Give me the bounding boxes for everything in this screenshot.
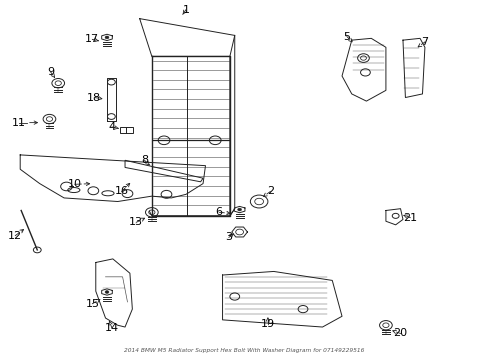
Text: 8: 8 bbox=[141, 155, 148, 165]
Text: 15: 15 bbox=[85, 299, 99, 309]
Text: 2: 2 bbox=[266, 186, 273, 197]
Text: 6: 6 bbox=[215, 207, 222, 217]
Text: 5: 5 bbox=[343, 32, 350, 41]
Circle shape bbox=[105, 36, 109, 39]
Text: 11: 11 bbox=[12, 118, 26, 128]
Text: 18: 18 bbox=[87, 93, 101, 103]
Text: 10: 10 bbox=[68, 179, 81, 189]
Circle shape bbox=[237, 208, 241, 211]
Text: 9: 9 bbox=[47, 67, 54, 77]
Text: 13: 13 bbox=[129, 217, 143, 227]
Text: 12: 12 bbox=[8, 231, 22, 240]
Circle shape bbox=[105, 291, 109, 293]
Text: 3: 3 bbox=[225, 232, 232, 242]
Text: 1: 1 bbox=[182, 5, 189, 15]
Text: 16: 16 bbox=[114, 186, 128, 197]
Text: 4: 4 bbox=[108, 122, 115, 132]
Text: 19: 19 bbox=[260, 319, 274, 329]
Text: 17: 17 bbox=[85, 35, 99, 44]
Text: 21: 21 bbox=[403, 213, 416, 222]
Text: 20: 20 bbox=[393, 328, 407, 338]
Text: 14: 14 bbox=[104, 323, 119, 333]
Bar bbox=[120, 127, 132, 133]
Text: 7: 7 bbox=[421, 37, 427, 47]
Text: 2014 BMW M5 Radiator Support Hex Bolt With Washer Diagram for 07149229516: 2014 BMW M5 Radiator Support Hex Bolt Wi… bbox=[124, 348, 364, 353]
